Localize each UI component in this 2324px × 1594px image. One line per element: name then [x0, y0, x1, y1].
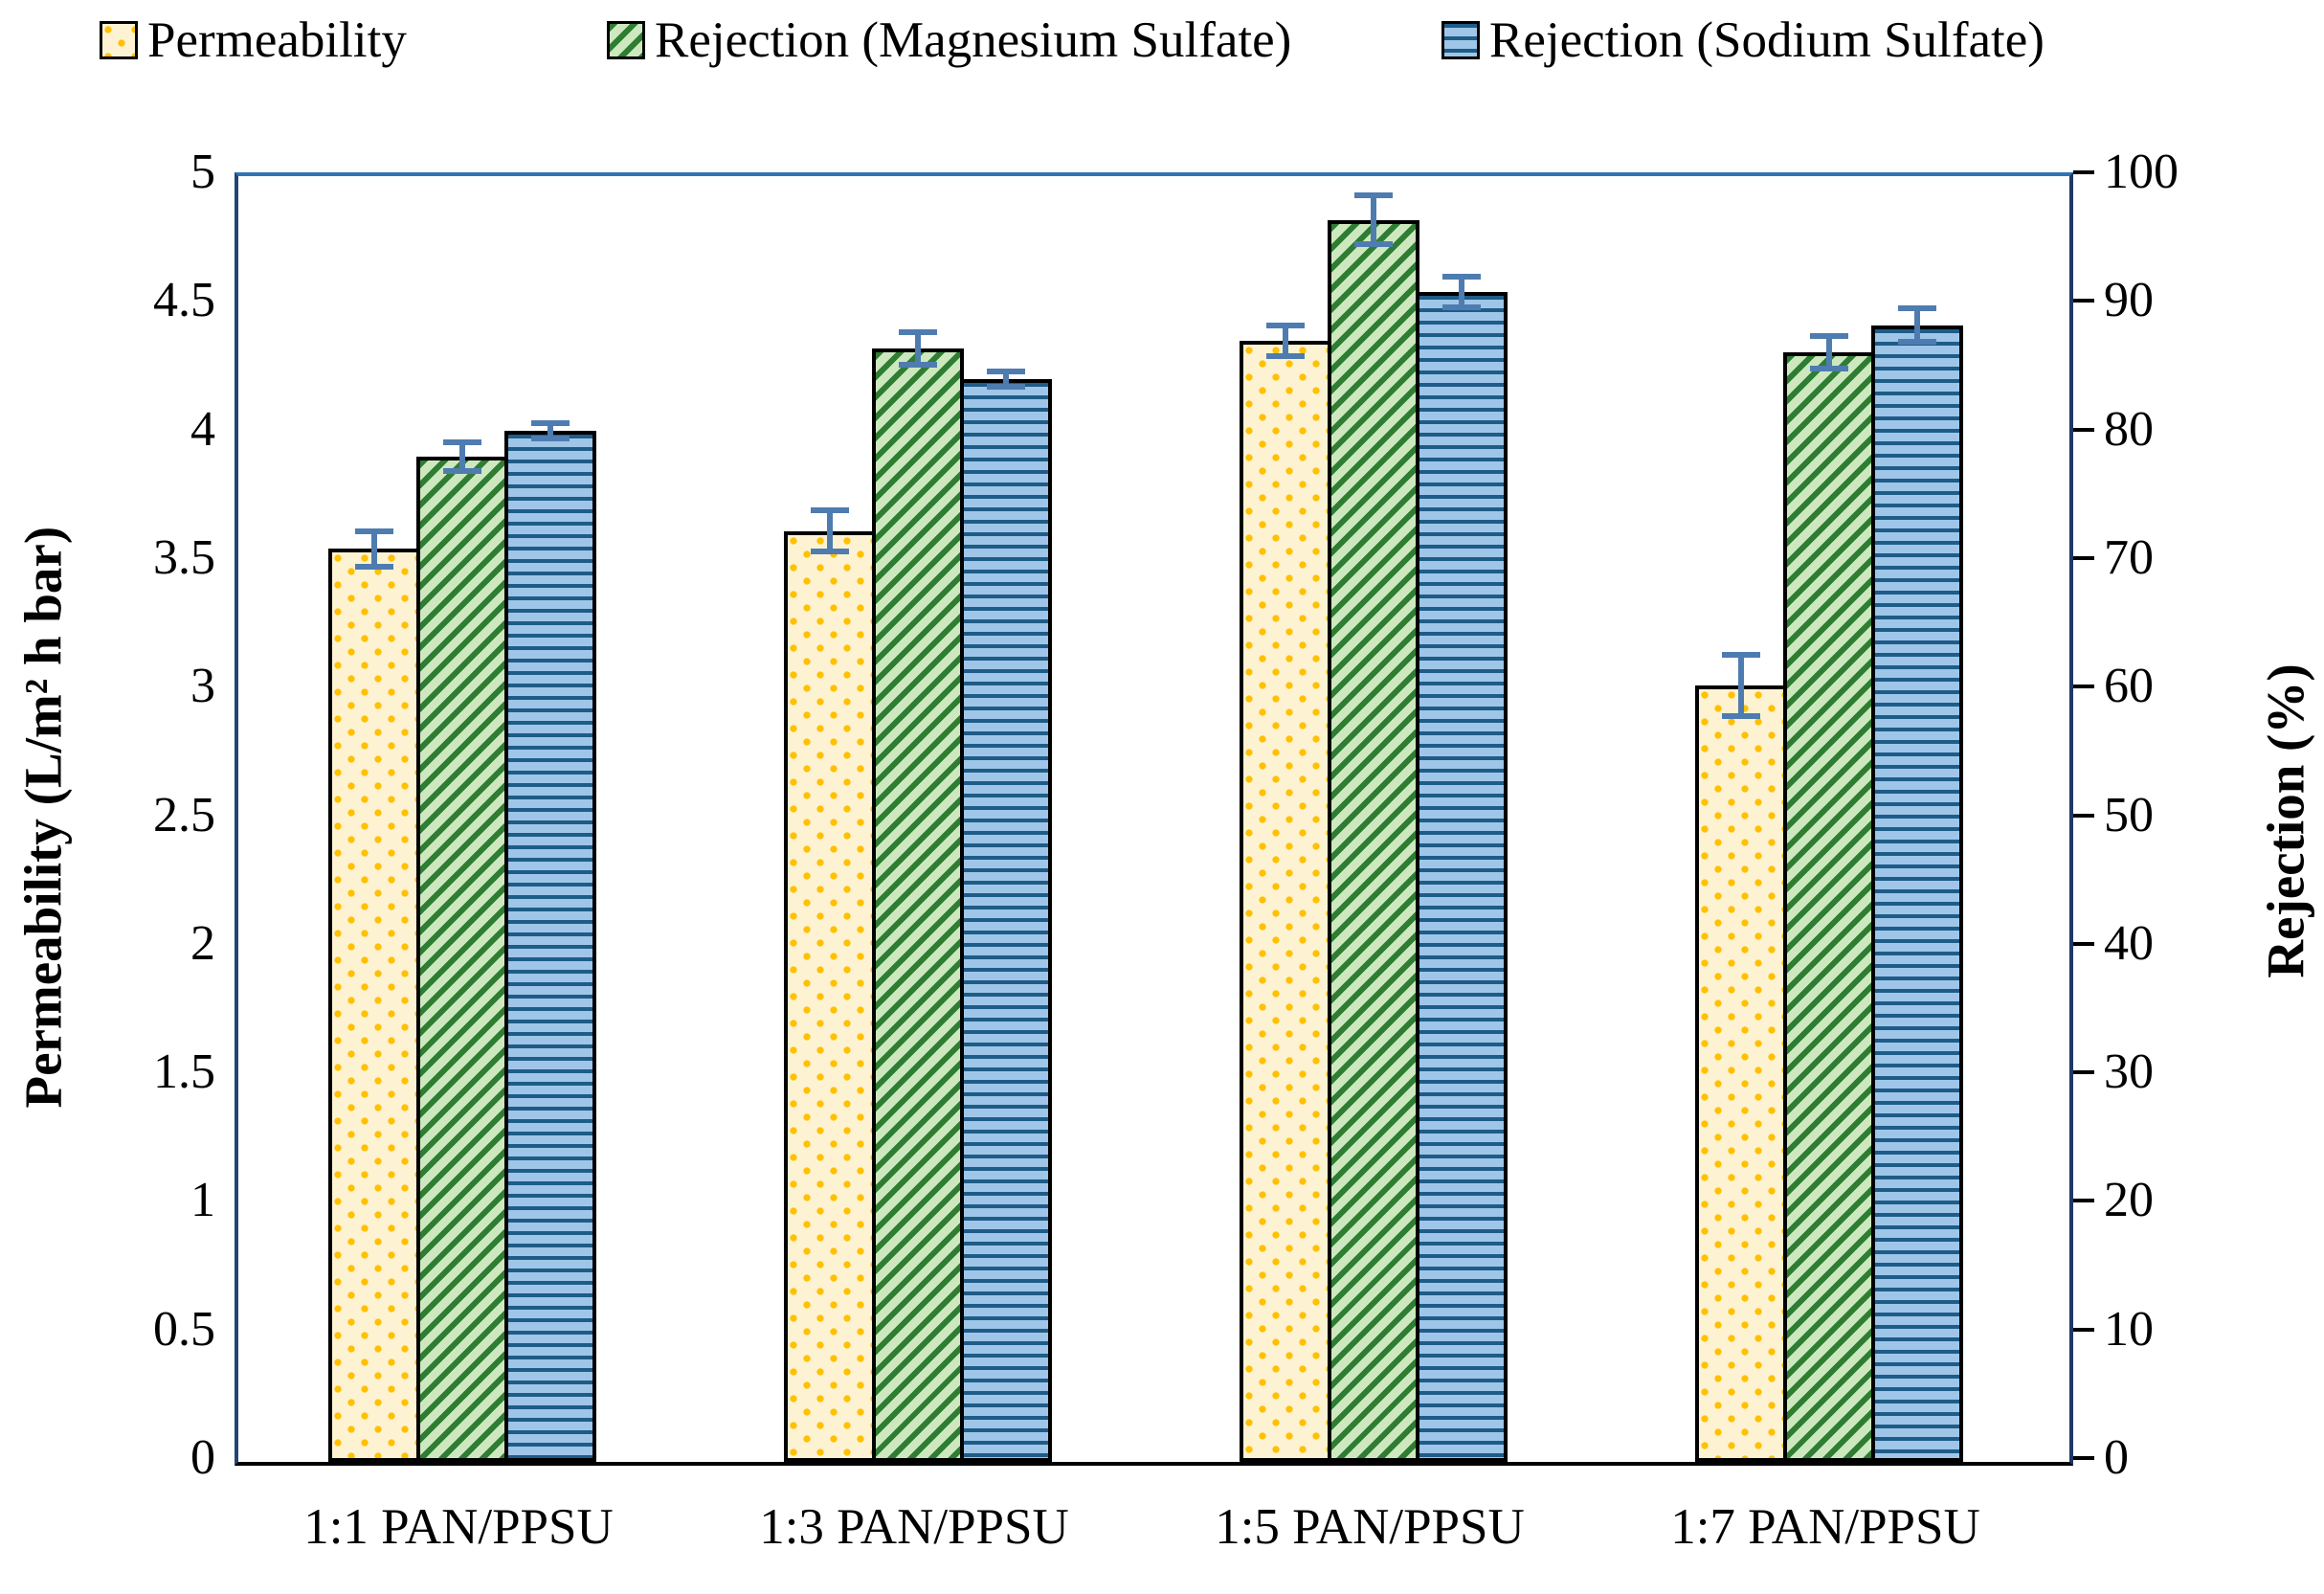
bar-mg-group3 [1328, 219, 1419, 1462]
left-axis-tick-label: 5 [190, 145, 215, 199]
legend-label: Permeability [147, 12, 407, 68]
x-axis-label-group1: 1:1 PAN/PPSU [303, 1499, 614, 1555]
error-bar [459, 442, 465, 471]
right-axis-tick-mark [2073, 1070, 2094, 1075]
bar-mg-group1 [416, 456, 508, 1462]
right-axis-tick-mark [2073, 555, 2094, 560]
left-axis-tick-label: 3.5 [153, 529, 215, 585]
right-axis-tick-label: 70 [2104, 529, 2154, 585]
bar-na-group4 [1871, 325, 1963, 1462]
error-bar-cap [1722, 651, 1760, 658]
left-axis-tick-label: 4 [190, 401, 215, 457]
right-axis-tick-mark [2073, 1199, 2094, 1203]
right-axis-tick-label: 90 [2104, 273, 2154, 328]
bar-mg-group4 [1783, 351, 1875, 1462]
right-axis-tick-mark [2073, 1456, 2094, 1460]
error-bar-cap [899, 328, 937, 335]
bar-mg-group2 [872, 348, 964, 1462]
left-axis-tick-label: 0 [190, 1430, 215, 1485]
error-bar [827, 510, 833, 552]
right-axis-tick-mark [2073, 299, 2094, 303]
error-bar-cap [1722, 713, 1760, 720]
error-bar-cap [1810, 366, 1848, 372]
error-bar-cap [987, 369, 1025, 375]
sodium-swatch [1441, 21, 1480, 59]
left-axis-tick-label: 1.5 [153, 1044, 215, 1100]
bar-na-group2 [960, 379, 1052, 1462]
right-axis-tick-mark [2073, 170, 2094, 174]
right-axis-tick-mark [2073, 1327, 2094, 1332]
error-bar-cap [355, 528, 393, 534]
left-axis-tick-label: 1 [190, 1173, 215, 1228]
error-bar [371, 530, 377, 568]
bar-perm-group3 [1240, 340, 1331, 1462]
error-bar [1914, 308, 1920, 343]
error-bar-cap [811, 549, 849, 555]
error-bar [1003, 371, 1009, 388]
legend-label: Rejection (Sodium Sulfate) [1489, 12, 2045, 68]
bar-na-group3 [1416, 291, 1508, 1462]
error-bar-cap [987, 384, 1025, 391]
left-axis-tick-label: 2.5 [153, 787, 215, 842]
legend-item-permeability: Permeability [100, 10, 407, 71]
error-bar [1371, 195, 1376, 245]
right-axis-tick-label: 80 [2104, 401, 2154, 457]
bar-perm-group1 [328, 549, 420, 1462]
error-bar-cap [531, 435, 570, 441]
error-bar-cap [811, 507, 849, 514]
error-bar-cap [1354, 241, 1393, 248]
right-axis-tick-mark [2073, 813, 2094, 818]
right-axis-tick-label: 20 [2104, 1173, 2154, 1228]
error-bar-cap [531, 419, 570, 426]
left-axis-tick-label: 2 [190, 915, 215, 971]
x-axis-label-group2: 1:3 PAN/PPSU [759, 1499, 1069, 1555]
error-bar [1738, 654, 1744, 717]
error-bar-cap [1266, 353, 1305, 360]
plot-area [235, 172, 2073, 1466]
right-axis-tick-mark [2073, 941, 2094, 946]
error-bar-cap [899, 362, 937, 369]
bar-perm-group2 [784, 530, 876, 1462]
error-bar [1283, 325, 1288, 356]
right-axis-tick-mark [2073, 427, 2094, 432]
right-axis-tick-label: 30 [2104, 1044, 2154, 1100]
permeability-swatch [100, 21, 138, 59]
left-axis-tick-label: 0.5 [153, 1301, 215, 1357]
x-axis-label-group4: 1:7 PAN/PPSU [1670, 1499, 1980, 1555]
right-axis-tick-label: 100 [2104, 145, 2179, 199]
error-bar-cap [443, 467, 481, 474]
error-bar-cap [1898, 305, 1936, 312]
error-bar-cap [1442, 303, 1481, 310]
right-axis-tick-label: 40 [2104, 915, 2154, 971]
error-bar-cap [1898, 339, 1936, 346]
legend-item-sodium: Rejection (Sodium Sulfate) [1441, 10, 2045, 71]
left-axis-tick-label: 4.5 [153, 273, 215, 328]
legend-item-magnesium: Rejection (Magnesium Sulfate) [607, 10, 1291, 71]
bar-na-group1 [504, 430, 596, 1462]
error-bar-cap [1266, 322, 1305, 328]
error-bar-cap [443, 439, 481, 445]
error-bar-cap [355, 564, 393, 571]
legend-label: Rejection (Magnesium Sulfate) [655, 12, 1292, 68]
error-bar-cap [1354, 192, 1393, 199]
right-axis-tick-label: 10 [2104, 1301, 2154, 1357]
right-axis-tick-label: 0 [2104, 1430, 2129, 1485]
magnesium-swatch [607, 21, 645, 59]
x-axis-label-group3: 1:5 PAN/PPSU [1215, 1499, 1525, 1555]
right-axis-tick-label: 60 [2104, 659, 2154, 714]
legend: Permeability Rejection (Magnesium Sulfate… [0, 10, 2324, 77]
right-axis-tick-mark [2073, 685, 2094, 689]
left-axis-tick-label: 3 [190, 659, 215, 714]
error-bar [547, 422, 553, 438]
error-bar [1826, 335, 1832, 370]
right-axis-tick-label: 50 [2104, 787, 2154, 842]
error-bar-cap [1442, 273, 1481, 280]
error-bar-cap [1810, 332, 1848, 339]
error-bar [1459, 276, 1464, 307]
error-bar [915, 331, 921, 366]
bar-perm-group4 [1695, 685, 1787, 1462]
